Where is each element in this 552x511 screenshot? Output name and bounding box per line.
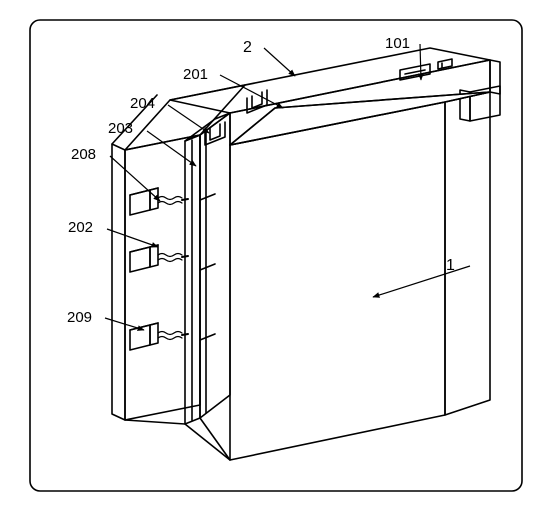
figure-border [30,20,522,491]
label-202: 202 [68,219,93,236]
peg-208 [130,188,188,215]
leader-204 [168,105,209,133]
peg-209 [130,323,188,350]
peg-202 [130,245,188,272]
label-209: 209 [67,309,92,326]
left-slab-front [125,135,200,420]
rear-bar-right-end [490,60,500,94]
leader-202 [107,229,158,247]
drawing-body [30,20,522,491]
right-end-block-front [470,86,500,121]
label-208: 208 [71,146,96,163]
leader-lines [105,44,470,330]
leader-203 [147,131,196,166]
label-2: 2 [243,39,252,56]
vertical-rail-right [200,113,230,418]
cube-right [445,92,490,415]
technical-diagram: 1 2 101 201 204 203 208 202 209 [0,0,552,511]
left-slab-side [112,144,125,420]
leader-1 [373,266,470,297]
label-201: 201 [183,66,208,83]
label-204: 204 [130,95,155,112]
leader-2 [264,48,295,76]
label-101: 101 [385,35,410,52]
label-203: 203 [108,120,133,137]
cube-front [230,102,445,460]
label-1: 1 [446,257,455,274]
